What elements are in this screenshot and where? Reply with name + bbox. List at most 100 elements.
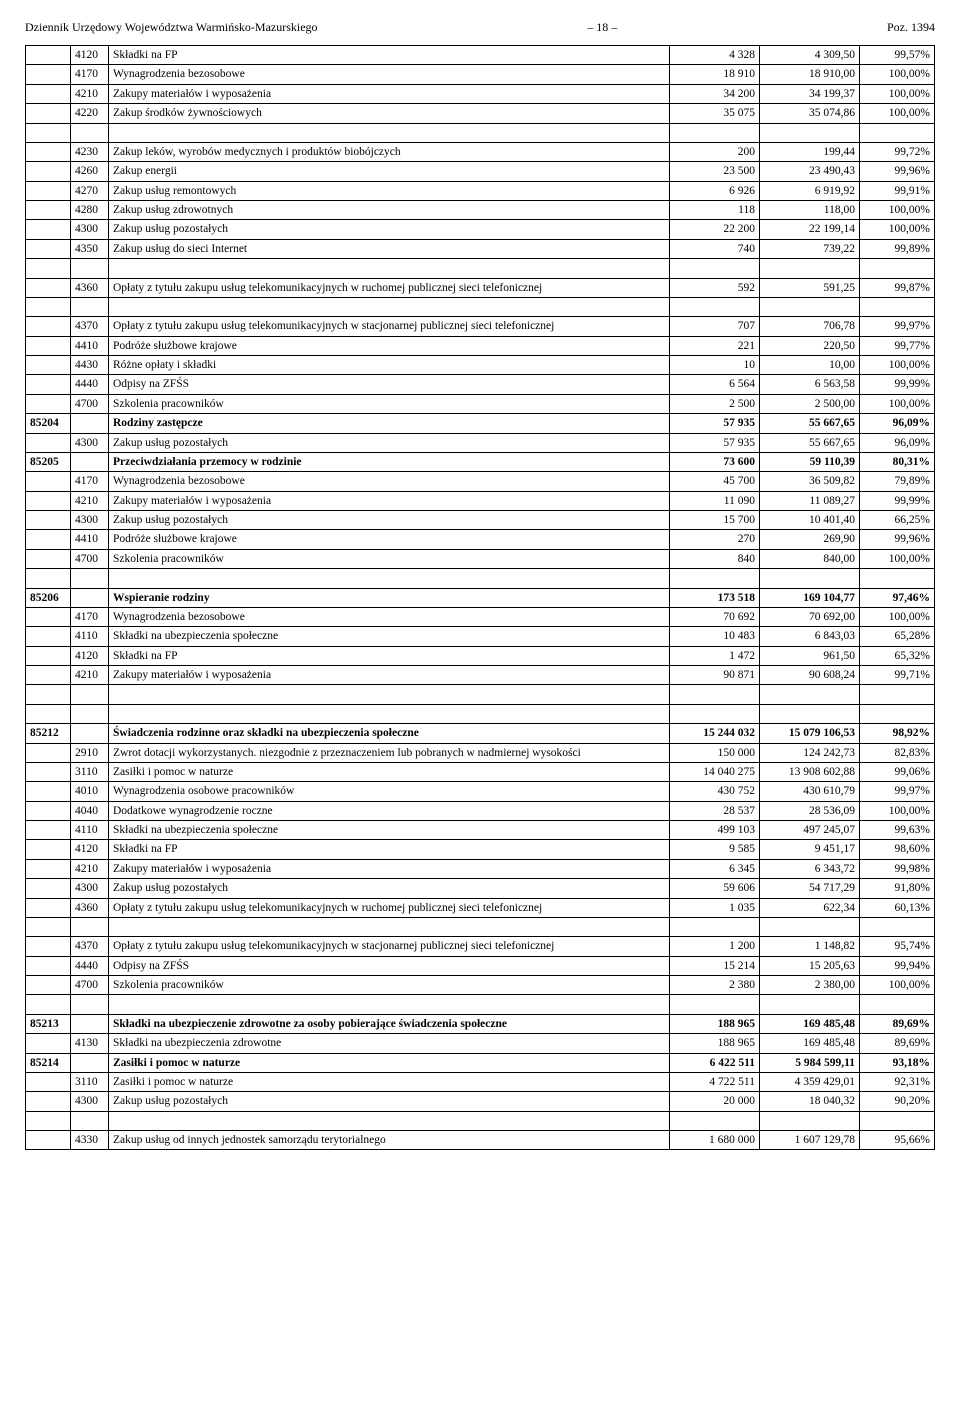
table-row: 85212Świadczenia rodzinne oraz składki n… (26, 724, 935, 743)
cell (71, 297, 109, 316)
cell-code: 4440 (71, 375, 109, 394)
cell (71, 123, 109, 142)
cell-exec: 269,90 (760, 530, 860, 549)
cell-exec: 622,34 (760, 898, 860, 917)
cell-exec: 28 536,09 (760, 801, 860, 820)
cell-section (26, 801, 71, 820)
cell-section (26, 1092, 71, 1111)
cell-exec: 6 563,58 (760, 375, 860, 394)
cell-code: 4210 (71, 666, 109, 685)
cell-description: Podróże służbowe krajowe (109, 530, 670, 549)
cell-description: Odpisy na ZFŚS (109, 956, 670, 975)
table-row: 4210Zakupy materiałów i wyposażenia11 09… (26, 491, 935, 510)
cell-plan: 2 500 (670, 394, 760, 413)
cell-description: Wspieranie rodziny (109, 588, 670, 607)
cell-percent: 99,96% (860, 530, 935, 549)
table-row: 4260Zakup energii23 50023 490,4399,96% (26, 162, 935, 181)
cell-exec: 118,00 (760, 201, 860, 220)
cell-exec: 169 485,48 (760, 1014, 860, 1033)
cell-plan: 1 472 (670, 646, 760, 665)
cell-plan: 592 (670, 278, 760, 297)
cell (860, 1111, 935, 1130)
cell-percent: 100,00% (860, 549, 935, 568)
cell-plan: 10 483 (670, 627, 760, 646)
cell-exec: 15 079 106,53 (760, 724, 860, 743)
cell-plan: 118 (670, 201, 760, 220)
table-row: 4010Wynagrodzenia osobowe pracowników430… (26, 782, 935, 801)
cell-section (26, 433, 71, 452)
table-row: 4110Składki na ubezpieczenia społeczne10… (26, 627, 935, 646)
cell (670, 569, 760, 588)
cell-exec: 35 074,86 (760, 104, 860, 123)
cell-exec: 36 509,82 (760, 472, 860, 491)
cell-description: Podróże służbowe krajowe (109, 336, 670, 355)
cell-percent: 89,69% (860, 1034, 935, 1053)
cell (670, 259, 760, 278)
cell-exec: 1 148,82 (760, 937, 860, 956)
cell-code: 4700 (71, 549, 109, 568)
cell-exec: 11 089,27 (760, 491, 860, 510)
table-row: 4120Składki na FP1 472961,5065,32% (26, 646, 935, 665)
cell-code: 4300 (71, 433, 109, 452)
cell-code: 4130 (71, 1034, 109, 1053)
cell-code: 4210 (71, 859, 109, 878)
cell-section (26, 472, 71, 491)
cell-percent: 100,00% (860, 356, 935, 375)
table-row: 85205Przeciwdziałania przemocy w rodzini… (26, 452, 935, 471)
cell-exec: 18 910,00 (760, 65, 860, 84)
cell-code: 4300 (71, 1092, 109, 1111)
table-row (26, 995, 935, 1014)
cell-percent: 98,92% (860, 724, 935, 743)
cell-section (26, 1131, 71, 1150)
cell-description: Składki na ubezpieczenia społeczne (109, 821, 670, 840)
page-header: Dziennik Urzędowy Województwa Warmińsko-… (25, 20, 935, 35)
cell-percent: 96,09% (860, 433, 935, 452)
cell-code: 4120 (71, 840, 109, 859)
cell (860, 995, 935, 1014)
cell-plan: 23 500 (670, 162, 760, 181)
cell-plan: 15 700 (670, 511, 760, 530)
cell-percent: 99,87% (860, 278, 935, 297)
cell (860, 259, 935, 278)
cell-code: 2910 (71, 743, 109, 762)
table-row: 4360Opłaty z tytułu zakupu usług telekom… (26, 278, 935, 297)
cell-exec: 430 610,79 (760, 782, 860, 801)
cell (109, 1111, 670, 1130)
cell (71, 685, 109, 704)
cell-code: 4120 (71, 646, 109, 665)
table-row: 4360Opłaty z tytułu zakupu usług telekom… (26, 898, 935, 917)
cell-code: 4300 (71, 220, 109, 239)
cell-plan: 2 380 (670, 976, 760, 995)
cell-exec: 220,50 (760, 336, 860, 355)
cell-exec: 199,44 (760, 142, 860, 161)
cell-code: 4170 (71, 472, 109, 491)
cell-code (71, 724, 109, 743)
cell-exec: 90 608,24 (760, 666, 860, 685)
cell (760, 259, 860, 278)
cell (71, 704, 109, 723)
cell-percent: 93,18% (860, 1053, 935, 1072)
cell-section (26, 976, 71, 995)
cell (26, 917, 71, 936)
cell-plan: 14 040 275 (670, 762, 760, 781)
cell-description: Zakup leków, wyrobów medycznych i produk… (109, 142, 670, 161)
cell (26, 685, 71, 704)
cell (760, 297, 860, 316)
cell-percent: 79,89% (860, 472, 935, 491)
cell-code (71, 1053, 109, 1072)
cell-percent: 91,80% (860, 879, 935, 898)
cell-section (26, 1034, 71, 1053)
cell-plan: 57 935 (670, 414, 760, 433)
cell-plan: 1 035 (670, 898, 760, 917)
cell (760, 685, 860, 704)
cell-section (26, 879, 71, 898)
cell-description: Dodatkowe wynagrodzenie roczne (109, 801, 670, 820)
cell-description: Zakup usług zdrowotnych (109, 201, 670, 220)
cell-percent: 99,89% (860, 239, 935, 258)
cell (670, 297, 760, 316)
cell-plan: 57 935 (670, 433, 760, 452)
cell (860, 123, 935, 142)
cell-exec: 10 401,40 (760, 511, 860, 530)
table-row (26, 704, 935, 723)
table-row: 4300Zakup usług pozostałych22 20022 199,… (26, 220, 935, 239)
